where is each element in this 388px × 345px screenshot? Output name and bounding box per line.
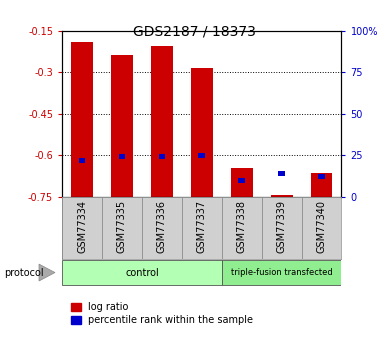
Bar [199,153,205,158]
Bar [62,260,222,285]
Bar [119,155,125,159]
Bar [71,42,93,197]
Text: GSM77335: GSM77335 [117,200,127,253]
Bar [231,168,253,197]
Text: GSM77337: GSM77337 [197,200,207,253]
Text: control: control [125,268,159,277]
Bar [222,197,262,259]
Text: triple-fusion transfected: triple-fusion transfected [231,268,333,277]
Bar [301,197,341,259]
Bar [222,260,341,285]
Text: GSM77340: GSM77340 [317,200,326,253]
Bar [79,158,85,163]
Bar [262,197,301,259]
Bar [62,197,102,259]
Bar [270,195,293,197]
Bar [111,55,133,197]
Bar [142,197,182,259]
Legend: log ratio, percentile rank within the sample: log ratio, percentile rank within the sa… [67,298,257,329]
Text: GSM77336: GSM77336 [157,200,167,253]
Bar [191,68,213,197]
Bar [278,171,285,176]
Text: protocol: protocol [4,268,43,277]
Text: GDS2187 / 18373: GDS2187 / 18373 [133,24,255,38]
Bar [182,197,222,259]
Bar [318,174,325,179]
Text: GSM77339: GSM77339 [277,200,287,253]
Bar [159,155,165,159]
Bar [151,46,173,197]
Bar [102,197,142,259]
Text: GSM77334: GSM77334 [77,200,87,253]
Bar [238,178,245,183]
Bar [310,173,333,197]
Polygon shape [39,264,55,281]
Text: GSM77338: GSM77338 [237,200,247,253]
